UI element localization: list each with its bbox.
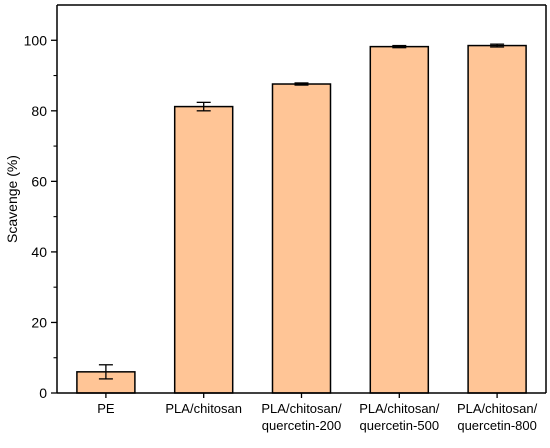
error-bar-2 <box>294 82 309 86</box>
y-tick-label: 100 <box>24 32 48 48</box>
axes-layer <box>51 4 547 398</box>
error-bars-layer <box>98 43 505 380</box>
x-tick-label: PLA/chitosan <box>165 401 242 416</box>
x-tick-label: PLA/chitosan/quercetin-800 <box>457 401 538 433</box>
bar-3 <box>369 45 430 394</box>
x-tick-label: PLA/chitosan/quercetin-200 <box>261 401 342 433</box>
labels-layer: 0 20 40 60 80 100 PE PLA/chitosan PLA/chitosan/q… <box>4 32 538 433</box>
bar-1 <box>173 105 234 394</box>
error-bar-3 <box>392 44 407 49</box>
y-tick-label: 20 <box>31 314 47 330</box>
x-tick-label: PE <box>97 401 115 416</box>
y-tick-label: 60 <box>31 173 47 189</box>
y-tick-label: 80 <box>31 103 47 119</box>
y-tick-label: 0 <box>39 385 47 401</box>
error-bar-1 <box>196 101 211 112</box>
y-tick-label: 40 <box>31 244 47 260</box>
error-bar-0 <box>98 364 113 380</box>
bars-layer <box>76 44 527 394</box>
x-tick-label: PLA/chitosan/quercetin-500 <box>359 401 440 433</box>
bar-2 <box>271 83 332 394</box>
y-axis-title: Scavenge (%) <box>4 155 20 243</box>
error-bar-4 <box>490 43 505 48</box>
bar-4 <box>467 44 527 394</box>
